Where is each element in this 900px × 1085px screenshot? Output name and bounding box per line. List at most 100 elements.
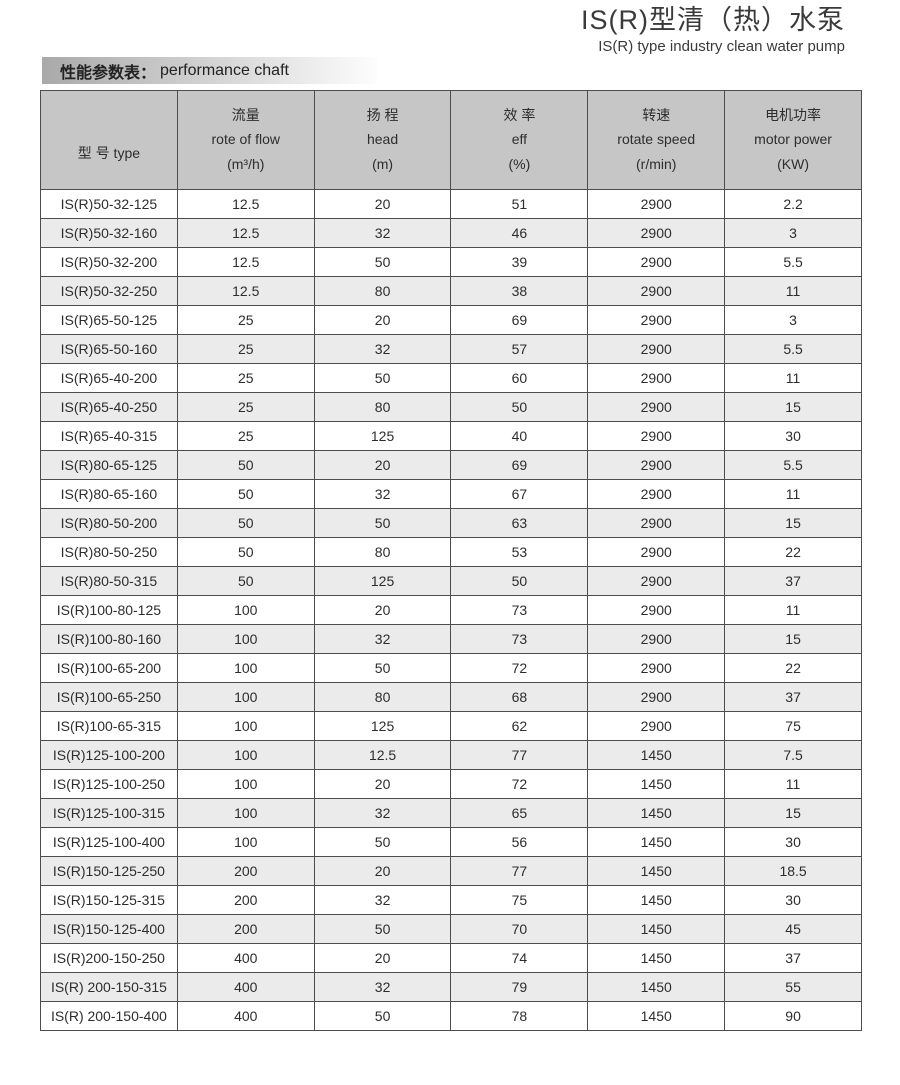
cell-head: 80 <box>313 276 452 306</box>
cell-speed: 2900 <box>587 247 726 277</box>
cell-speed: 2900 <box>587 450 726 480</box>
cell-power: 30 <box>724 827 862 857</box>
table-row: IS(R) 200-150-400 400 50 78 1450 90 <box>40 1001 862 1031</box>
cell-flow: 200 <box>176 856 315 886</box>
table-row: IS(R)100-80-125 100 20 73 2900 11 <box>40 595 862 625</box>
cell-speed: 1450 <box>587 943 726 973</box>
header-speed: 转速 rotate speed (r/min) <box>587 90 726 190</box>
table-row: IS(R)65-50-125 25 20 69 2900 3 <box>40 305 862 335</box>
header-eff: 效 率 eff (%) <box>450 90 589 190</box>
cell-power: 11 <box>724 595 862 625</box>
cell-type: IS(R)80-50-315 <box>40 566 178 596</box>
table-body: IS(R)50-32-125 12.5 20 51 2900 2.2 IS(R)50-32-… <box>40 189 862 1031</box>
header-eff-en: eff <box>511 131 528 148</box>
cell-power: 37 <box>724 566 862 596</box>
cell-eff: 53 <box>450 537 589 567</box>
cell-eff: 57 <box>450 334 589 364</box>
cell-flow: 100 <box>176 653 315 683</box>
cell-type: IS(R)50-32-250 <box>40 276 178 306</box>
cell-head: 32 <box>313 624 452 654</box>
cell-power: 11 <box>724 479 862 509</box>
table-row: IS(R)50-32-250 12.5 80 38 2900 11 <box>40 276 862 306</box>
header-eff-unit: (%) <box>508 155 531 172</box>
header-power: 电机功率 motor power (KW) <box>724 90 862 190</box>
cell-type: IS(R)65-50-125 <box>40 305 178 335</box>
cell-head: 32 <box>313 885 452 915</box>
cell-power: 3 <box>724 305 862 335</box>
cell-eff: 62 <box>450 711 589 741</box>
table-row: IS(R)200-150-250 400 20 74 1450 37 <box>40 943 862 973</box>
cell-head: 80 <box>313 537 452 567</box>
table-row: IS(R)65-50-160 25 32 57 2900 5.5 <box>40 334 862 364</box>
cell-power: 75 <box>724 711 862 741</box>
cell-eff: 67 <box>450 479 589 509</box>
cell-type: IS(R)65-40-250 <box>40 392 178 422</box>
header-speed-en: rotate speed <box>617 131 696 148</box>
cell-head: 32 <box>313 334 452 364</box>
cell-speed: 1450 <box>587 914 726 944</box>
header-flow: 流量 rote of flow (m³/h) <box>176 90 315 190</box>
cell-power: 15 <box>724 392 862 422</box>
cell-eff: 50 <box>450 566 589 596</box>
cell-flow: 100 <box>176 682 315 712</box>
header-row: 型 号 type 流量 rote of flow (m³/h) 扬 程 head… <box>40 90 862 190</box>
cell-eff: 46 <box>450 218 589 248</box>
cell-flow: 50 <box>176 566 315 596</box>
cell-type: IS(R)50-32-200 <box>40 247 178 277</box>
cell-flow: 100 <box>176 711 315 741</box>
cell-type: IS(R)80-50-200 <box>40 508 178 538</box>
cell-eff: 69 <box>450 450 589 480</box>
cell-speed: 2900 <box>587 334 726 364</box>
cell-flow: 12.5 <box>176 218 315 248</box>
header-head-zh: 扬 程 <box>366 106 399 123</box>
cell-speed: 1450 <box>587 885 726 915</box>
cell-type: IS(R)80-50-250 <box>40 537 178 567</box>
cell-head: 50 <box>313 827 452 857</box>
cell-speed: 2900 <box>587 363 726 393</box>
table-row: IS(R)100-65-250 100 80 68 2900 37 <box>40 682 862 712</box>
cell-speed: 2900 <box>587 595 726 625</box>
cell-head: 50 <box>313 247 452 277</box>
section-title-en: performance chaft <box>160 61 289 79</box>
cell-flow: 25 <box>176 334 315 364</box>
cell-head: 50 <box>313 1001 452 1031</box>
cell-type: IS(R)100-65-250 <box>40 682 178 712</box>
table-row: IS(R)150-125-250 200 20 77 1450 18.5 <box>40 856 862 886</box>
page-header: IS(R)型清（热）水泵 IS(R) type industry clean w… <box>581 5 845 54</box>
cell-power: 5.5 <box>724 247 862 277</box>
cell-eff: 51 <box>450 189 589 219</box>
cell-power: 55 <box>724 972 862 1002</box>
cell-head: 80 <box>313 682 452 712</box>
cell-speed: 2900 <box>587 653 726 683</box>
section-title-zh: 性能参数表： <box>60 64 157 82</box>
cell-head: 125 <box>313 421 452 451</box>
cell-speed: 2900 <box>587 479 726 509</box>
cell-speed: 2900 <box>587 566 726 596</box>
cell-flow: 25 <box>176 305 315 335</box>
table-row: IS(R)65-40-250 25 80 50 2900 15 <box>40 392 862 422</box>
cell-speed: 2900 <box>587 189 726 219</box>
table-row: IS(R)150-125-315 200 32 75 1450 30 <box>40 885 862 915</box>
table-row: IS(R)50-32-125 12.5 20 51 2900 2.2 <box>40 189 862 219</box>
cell-power: 7.5 <box>724 740 862 770</box>
table-row: IS(R) 200-150-315 400 32 79 1450 55 <box>40 972 862 1002</box>
cell-eff: 50 <box>450 392 589 422</box>
cell-head: 20 <box>313 450 452 480</box>
cell-speed: 2900 <box>587 682 726 712</box>
cell-type: IS(R)100-80-160 <box>40 624 178 654</box>
header-power-zh: 电机功率 <box>765 106 822 123</box>
cell-speed: 1450 <box>587 798 726 828</box>
header-head-unit: (m) <box>372 155 394 172</box>
cell-head: 32 <box>313 972 452 1002</box>
cell-flow: 100 <box>176 827 315 857</box>
table-row: IS(R)65-40-200 25 50 60 2900 11 <box>40 363 862 393</box>
table-row: IS(R)80-65-125 50 20 69 2900 5.5 <box>40 450 862 480</box>
cell-head: 80 <box>313 392 452 422</box>
cell-power: 22 <box>724 537 862 567</box>
cell-head: 20 <box>313 189 452 219</box>
cell-head: 50 <box>313 914 452 944</box>
cell-speed: 1450 <box>587 972 726 1002</box>
cell-power: 11 <box>724 276 862 306</box>
cell-head: 125 <box>313 566 452 596</box>
cell-head: 32 <box>313 218 452 248</box>
